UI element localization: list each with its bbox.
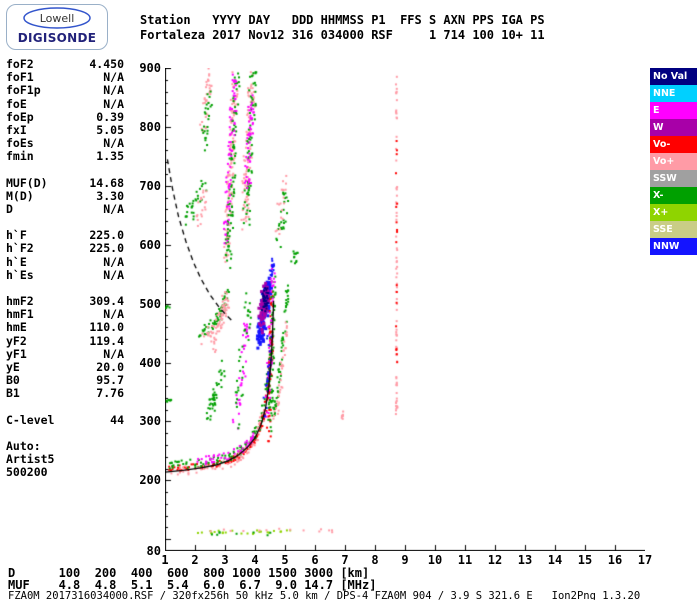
param-d: D N/A — [6, 202, 124, 217]
doppler-direction-legend: No Val NNE E W Vo- Vo+ SSW X- X+ SSE NNW — [650, 68, 697, 255]
y-tick-label: 400 — [139, 355, 161, 370]
ionogram-canvas — [165, 68, 645, 551]
parameter-panel: foF2 4.450 foF1 N/A foF1p N/A foE N/A foEp 0.39 fx… — [6, 57, 124, 492]
x-tick-label: 11 — [457, 553, 473, 567]
x-tick-label: 8 — [371, 553, 379, 567]
legend-item-vo-: Vo- — [650, 136, 697, 153]
x-tick-label: 4 — [251, 553, 259, 567]
legend-item-x+: X+ — [650, 204, 697, 221]
legend-item-nne: NNE — [650, 85, 697, 102]
y-tick-label: 600 — [139, 237, 161, 252]
param-b1: B1 7.76 — [6, 386, 124, 401]
x-tick-label: 3 — [221, 553, 229, 567]
param-auto: Auto: — [6, 438, 41, 453]
legend-item-x-: X- — [650, 187, 697, 204]
header-column-names: Station YYYY DAY DDD HHMMSS P1 FFS S AXN… — [140, 13, 545, 27]
param-hf: h`F 225.0 — [6, 228, 124, 243]
svg-text:Lowell: Lowell — [40, 12, 75, 25]
y-tick-label: 80 — [146, 544, 161, 558]
y-tick-label: 900 — [139, 61, 161, 75]
legend-item-nnw: NNW — [650, 238, 697, 255]
param-hmf1: hmF1 N/A — [6, 307, 124, 322]
ionogram-plot — [165, 68, 645, 551]
param-b0: B0 95.7 — [6, 373, 124, 388]
param-hf2: h`F2 225.0 — [6, 241, 124, 256]
header-block: Station YYYY DAY DDD HHMMSS P1 FFS S AXN… — [140, 13, 545, 43]
x-tick-label: 10 — [427, 553, 443, 567]
param-fof2: foF2 4.450 — [6, 57, 124, 71]
x-tick-label: 7 — [341, 553, 349, 567]
y-tick-label: 500 — [139, 296, 161, 311]
param-ye: yE 20.0 — [6, 360, 124, 375]
x-tick-label: 1 — [161, 553, 169, 567]
param-md: M(D) 3.30 — [6, 188, 124, 203]
legend-item-ssw: SSW — [650, 170, 697, 187]
param-yf1: yF1 N/A — [6, 346, 124, 361]
header-values: Fortaleza 2017 Nov12 316 034000 RSF 1 71… — [140, 28, 545, 42]
x-tick-label: 6 — [311, 553, 319, 567]
y-tick-label: 300 — [139, 414, 161, 429]
param-fxi: fxI 5.05 — [6, 123, 124, 138]
x-tick-label: 17 — [637, 553, 653, 567]
x-tick-label: 12 — [487, 553, 503, 567]
param-mufd: MUF(D) 14.68 — [6, 175, 124, 190]
y-tick-label: 200 — [139, 473, 161, 488]
param-fof1: foF1 N/A — [6, 70, 124, 85]
param-fmin: fmin 1.35 — [6, 149, 124, 164]
x-tick-label: 15 — [577, 553, 593, 567]
digisonde-wordmark: DIGISONDE — [17, 31, 97, 45]
param-clevel: C-level 44 — [6, 412, 124, 427]
param-fof1p: foF1p N/A — [6, 83, 124, 98]
distance-row: D 100 200 400 600 800 1000 1500 3000 [km… — [8, 566, 370, 580]
param-hmf2: hmF2 309.4 — [6, 294, 124, 309]
param-yf2: yF2 119.4 — [6, 333, 124, 348]
x-tick-label: 9 — [401, 553, 409, 567]
param-he: h`E N/A — [6, 254, 124, 269]
legend-item-vo+: Vo+ — [650, 153, 697, 170]
x-tick-label: 13 — [517, 553, 533, 567]
lowell-oval-icon: Lowell — [23, 7, 91, 29]
legend-item-e: E — [650, 102, 697, 119]
param-hes: h`Es N/A — [6, 267, 124, 282]
lowell-digisonde-logo: Lowell DIGISONDE — [6, 4, 108, 50]
param-foe: foE N/A — [6, 96, 124, 111]
param-foes: foEs N/A — [6, 136, 124, 151]
legend-item-w: W — [650, 119, 697, 136]
param-foep: foEp 0.39 — [6, 109, 124, 124]
x-tick-label: 14 — [547, 553, 563, 567]
param-hme: hmE 110.0 — [6, 320, 124, 335]
param-artist5: Artist5 — [6, 452, 55, 467]
footer-info: FZA0M_2017316034000.RSF / 320fx256h 50 k… — [8, 590, 641, 600]
y-tick-label: 700 — [139, 178, 161, 193]
x-tick-label: 5 — [281, 553, 289, 567]
x-tick-label: 2 — [191, 553, 199, 567]
y-tick-label: 800 — [139, 119, 161, 134]
legend-item-noval: No Val — [650, 68, 697, 85]
param-500200: 500200 — [6, 465, 48, 480]
legend-item-sse: SSE — [650, 221, 697, 238]
muf-row: MUF 4.8 4.8 5.1 5.4 6.0 6.7 9.0 14.7 [MH… — [8, 578, 377, 592]
x-tick-label: 16 — [607, 553, 623, 567]
